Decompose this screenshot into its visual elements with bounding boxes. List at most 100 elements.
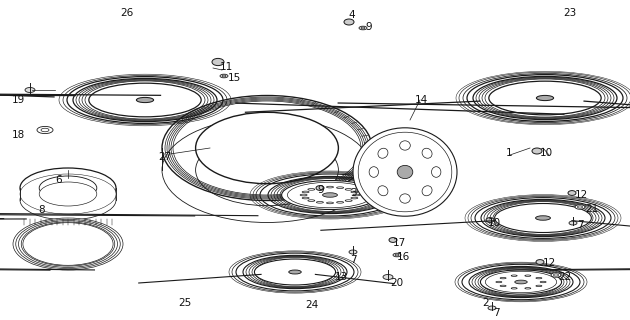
Ellipse shape (481, 270, 561, 294)
Ellipse shape (220, 74, 228, 78)
Ellipse shape (536, 216, 551, 220)
Ellipse shape (345, 200, 352, 201)
Ellipse shape (486, 218, 494, 222)
Ellipse shape (369, 167, 379, 177)
Ellipse shape (326, 186, 333, 188)
Text: 12: 12 (575, 190, 588, 200)
Text: 27: 27 (158, 152, 171, 162)
Ellipse shape (326, 202, 333, 204)
Ellipse shape (525, 288, 531, 289)
Ellipse shape (353, 128, 457, 216)
Ellipse shape (287, 182, 372, 208)
Ellipse shape (500, 285, 506, 287)
Ellipse shape (578, 206, 583, 208)
Text: 7: 7 (577, 220, 583, 230)
Ellipse shape (488, 306, 496, 310)
Ellipse shape (489, 81, 601, 115)
Text: 7: 7 (493, 308, 500, 318)
Ellipse shape (351, 191, 358, 193)
Text: 6: 6 (55, 175, 62, 185)
Ellipse shape (222, 75, 226, 77)
Ellipse shape (37, 126, 53, 134)
Ellipse shape (378, 186, 388, 196)
Ellipse shape (316, 186, 324, 190)
Text: 8: 8 (38, 205, 45, 215)
Ellipse shape (536, 260, 544, 264)
Ellipse shape (349, 250, 357, 254)
Ellipse shape (345, 188, 352, 190)
Text: 23: 23 (563, 8, 576, 18)
Ellipse shape (353, 194, 360, 196)
Ellipse shape (18, 220, 118, 268)
Ellipse shape (361, 27, 365, 29)
Ellipse shape (308, 188, 315, 190)
Ellipse shape (308, 200, 315, 201)
Text: 26: 26 (120, 8, 134, 18)
Ellipse shape (344, 19, 354, 25)
Ellipse shape (378, 148, 388, 158)
Ellipse shape (302, 197, 309, 199)
Ellipse shape (255, 259, 336, 285)
Ellipse shape (21, 222, 115, 266)
Ellipse shape (393, 253, 401, 257)
Text: 25: 25 (178, 298, 192, 308)
Ellipse shape (525, 275, 531, 276)
Ellipse shape (485, 271, 557, 293)
Ellipse shape (399, 141, 410, 150)
Ellipse shape (496, 281, 502, 283)
Ellipse shape (422, 186, 432, 196)
Ellipse shape (536, 277, 542, 279)
Ellipse shape (39, 182, 97, 206)
Text: 3: 3 (350, 188, 357, 198)
Text: 18: 18 (12, 130, 25, 140)
Ellipse shape (568, 191, 576, 196)
Ellipse shape (23, 223, 113, 265)
Ellipse shape (212, 58, 224, 66)
Ellipse shape (89, 83, 201, 117)
Ellipse shape (41, 128, 49, 132)
Ellipse shape (136, 97, 154, 103)
Ellipse shape (532, 148, 542, 154)
Text: 20: 20 (390, 278, 403, 288)
Text: 16: 16 (397, 252, 410, 262)
Text: 4: 4 (348, 10, 355, 20)
Text: 9: 9 (365, 22, 372, 32)
Ellipse shape (569, 221, 577, 225)
Text: 17: 17 (393, 238, 406, 248)
Ellipse shape (25, 87, 35, 92)
Ellipse shape (575, 205, 585, 209)
Text: 24: 24 (305, 300, 318, 310)
Ellipse shape (536, 95, 554, 100)
Text: 2: 2 (482, 298, 489, 308)
Ellipse shape (282, 180, 379, 210)
Ellipse shape (389, 237, 397, 243)
Ellipse shape (359, 26, 367, 30)
Ellipse shape (399, 194, 410, 203)
Ellipse shape (358, 132, 452, 212)
Text: 10: 10 (488, 218, 501, 228)
Ellipse shape (20, 168, 116, 208)
Ellipse shape (500, 277, 506, 279)
Text: 10: 10 (540, 148, 553, 158)
Ellipse shape (316, 202, 323, 203)
Text: 13: 13 (335, 272, 348, 282)
Text: 21: 21 (585, 204, 598, 214)
Ellipse shape (397, 165, 413, 179)
Ellipse shape (323, 193, 338, 197)
Ellipse shape (511, 288, 517, 289)
Ellipse shape (302, 191, 309, 193)
Ellipse shape (39, 176, 97, 200)
Text: 7: 7 (350, 255, 357, 265)
Text: 12: 12 (543, 258, 556, 268)
Ellipse shape (554, 274, 559, 276)
Ellipse shape (495, 204, 592, 233)
Text: 14: 14 (415, 95, 428, 105)
Ellipse shape (195, 112, 338, 184)
Ellipse shape (300, 194, 307, 196)
Ellipse shape (536, 285, 542, 287)
Ellipse shape (351, 197, 358, 199)
Ellipse shape (551, 273, 561, 277)
Ellipse shape (16, 219, 120, 269)
Ellipse shape (316, 187, 323, 188)
Text: 9: 9 (317, 185, 324, 195)
